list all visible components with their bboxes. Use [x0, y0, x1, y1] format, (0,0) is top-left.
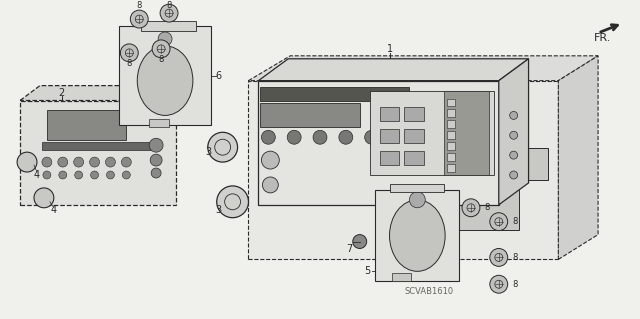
Circle shape	[287, 130, 301, 144]
Circle shape	[90, 157, 100, 167]
Bar	[149, 119, 169, 127]
Circle shape	[262, 177, 278, 193]
Polygon shape	[259, 81, 499, 205]
Text: FR.: FR.	[595, 33, 612, 43]
Text: 7: 7	[347, 244, 353, 255]
Circle shape	[490, 213, 508, 231]
Circle shape	[122, 157, 131, 167]
Circle shape	[59, 171, 67, 179]
Circle shape	[208, 132, 237, 162]
Polygon shape	[374, 190, 459, 281]
Circle shape	[149, 138, 163, 152]
Text: 8: 8	[136, 1, 142, 10]
Circle shape	[365, 130, 379, 144]
Text: 3: 3	[216, 205, 222, 215]
Circle shape	[410, 192, 425, 208]
Bar	[392, 273, 412, 281]
Circle shape	[509, 131, 518, 139]
Circle shape	[217, 186, 248, 218]
Bar	[141, 21, 196, 31]
Bar	[447, 109, 455, 117]
Circle shape	[74, 157, 84, 167]
Circle shape	[339, 130, 353, 144]
Bar	[447, 120, 455, 128]
Circle shape	[160, 4, 178, 22]
Circle shape	[122, 171, 131, 179]
Circle shape	[91, 171, 99, 179]
Text: 1: 1	[387, 44, 392, 54]
Bar	[42, 142, 151, 150]
Polygon shape	[20, 85, 196, 100]
Text: 3: 3	[205, 147, 212, 157]
Text: 8: 8	[127, 59, 132, 68]
Polygon shape	[248, 81, 558, 259]
Circle shape	[261, 130, 275, 144]
Bar	[429, 148, 548, 180]
Circle shape	[106, 157, 115, 167]
Bar	[260, 103, 360, 127]
Polygon shape	[120, 26, 211, 125]
Polygon shape	[248, 56, 598, 81]
Bar	[404, 129, 424, 143]
Circle shape	[120, 44, 138, 62]
Text: 2: 2	[59, 87, 65, 98]
Circle shape	[261, 151, 279, 169]
Circle shape	[75, 171, 83, 179]
Text: 6: 6	[216, 71, 222, 81]
Ellipse shape	[137, 46, 193, 115]
Bar	[447, 131, 455, 139]
Circle shape	[509, 111, 518, 119]
Circle shape	[152, 40, 170, 58]
Circle shape	[490, 275, 508, 293]
Circle shape	[150, 154, 162, 166]
Text: SCVAB1610: SCVAB1610	[404, 287, 454, 296]
Bar	[47, 110, 126, 140]
Text: 4: 4	[34, 170, 40, 180]
Bar	[390, 184, 444, 192]
Polygon shape	[259, 59, 529, 81]
Bar	[447, 164, 455, 172]
Circle shape	[313, 130, 327, 144]
Text: 8: 8	[512, 280, 517, 289]
Bar	[444, 91, 489, 175]
Text: 8: 8	[512, 217, 517, 226]
Circle shape	[509, 171, 518, 179]
Polygon shape	[499, 59, 529, 205]
Text: 8: 8	[512, 253, 517, 262]
Bar	[380, 108, 399, 121]
Bar	[260, 86, 410, 100]
Circle shape	[42, 157, 52, 167]
Bar	[429, 190, 518, 230]
Circle shape	[43, 171, 51, 179]
Bar	[404, 151, 424, 165]
Circle shape	[106, 171, 115, 179]
Circle shape	[353, 234, 367, 249]
Polygon shape	[558, 56, 598, 259]
Circle shape	[34, 188, 54, 208]
Text: 4: 4	[51, 205, 57, 215]
Circle shape	[131, 10, 148, 28]
Circle shape	[509, 151, 518, 159]
Bar	[380, 129, 399, 143]
Circle shape	[158, 32, 172, 46]
Circle shape	[490, 249, 508, 266]
Text: 8: 8	[484, 203, 490, 212]
Bar	[429, 112, 499, 140]
Bar	[404, 108, 424, 121]
Ellipse shape	[390, 200, 445, 271]
Text: 5: 5	[365, 266, 371, 276]
Bar	[447, 153, 455, 161]
Circle shape	[390, 130, 404, 144]
Text: 8: 8	[166, 1, 172, 10]
Circle shape	[151, 168, 161, 178]
Circle shape	[462, 199, 480, 217]
Text: 8: 8	[159, 55, 164, 64]
Bar	[380, 151, 399, 165]
Bar	[447, 142, 455, 150]
Bar	[447, 99, 455, 107]
Bar	[370, 91, 494, 175]
Polygon shape	[20, 100, 176, 205]
Circle shape	[17, 152, 37, 172]
Circle shape	[58, 157, 68, 167]
